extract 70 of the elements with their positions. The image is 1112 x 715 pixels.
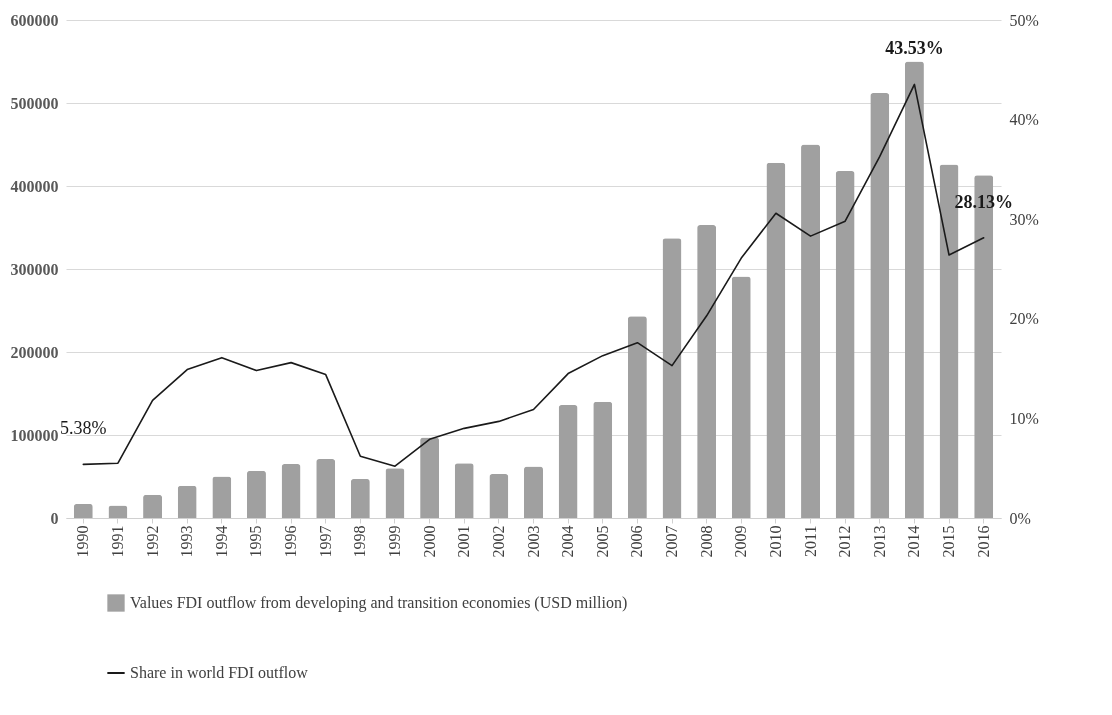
bar: [489, 474, 509, 518]
y2-tick-label: 10%: [1009, 409, 1039, 427]
legend-label: Share in world FDI outflow: [130, 664, 309, 681]
bar: [212, 476, 232, 518]
x-tick-label: 1996: [282, 525, 300, 558]
data-label: 5.38%: [60, 418, 107, 439]
x-tick-label: 1995: [247, 525, 265, 558]
x-tick-label: 2015: [940, 525, 958, 558]
x-tick-label: 2006: [628, 525, 646, 558]
y-tick-label: 500000: [10, 94, 59, 112]
y2-tick-label: 30%: [1009, 210, 1039, 228]
x-tick-label: 2007: [663, 525, 681, 558]
x-tick-label: 1997: [316, 525, 334, 558]
x-tick-label: 1998: [351, 525, 369, 558]
bar: [454, 463, 474, 518]
bar: [143, 494, 163, 518]
x-tick-label: 1994: [212, 525, 230, 558]
bar: [766, 162, 786, 518]
bar: [281, 464, 301, 518]
x-tick-label: 2016: [974, 525, 992, 558]
x-tick-label: 2001: [455, 525, 473, 558]
x-tick-label: 2000: [420, 525, 438, 558]
x-tick-label: 2010: [766, 525, 784, 558]
x-tick-label: 2013: [870, 525, 888, 558]
y-tick-label: 400000: [10, 177, 59, 195]
data-label: 43.53%: [885, 38, 944, 59]
bar: [108, 505, 128, 518]
x-tick-label: 2003: [524, 525, 542, 558]
x-tick-label: 2009: [732, 525, 750, 558]
y2-tick-label: 40%: [1009, 111, 1039, 129]
bar: [904, 61, 924, 518]
data-label: 28.13%: [954, 191, 1013, 212]
y2-tick-label: 0%: [1009, 509, 1031, 527]
bar: [246, 470, 266, 518]
y-tick-label: 0: [50, 509, 59, 527]
x-tick-label: 1991: [108, 525, 126, 558]
bar: [350, 478, 370, 518]
y-tick-label: 200000: [10, 343, 59, 361]
y-tick-label: 600000: [10, 11, 59, 29]
bar: [697, 225, 717, 518]
legend-label: Values FDI outflow from developing and transition economies (USD million): [130, 594, 628, 612]
y2-tick-label: 20%: [1009, 310, 1039, 328]
y2-tick-label: 50%: [1009, 11, 1039, 29]
x-tick-label: 1990: [74, 525, 92, 558]
bar: [420, 437, 440, 518]
bar: [524, 466, 543, 518]
x-tick-label: 2012: [836, 525, 854, 558]
x-tick-label: 1999: [385, 525, 403, 558]
x-tick-label: 2005: [593, 525, 611, 558]
y-tick-label: 300000: [10, 260, 59, 278]
bar: [835, 171, 855, 518]
bar: [627, 316, 647, 518]
bar: [177, 485, 197, 518]
y-tick-label: 100000: [10, 426, 59, 444]
x-tick-label: 1992: [143, 525, 161, 558]
bar: [558, 405, 578, 518]
bar: [593, 401, 613, 518]
bar: [316, 459, 336, 518]
x-tick-label: 2008: [697, 525, 715, 558]
bar: [801, 144, 821, 518]
bar: [731, 276, 751, 518]
bar: [662, 238, 682, 518]
x-tick-label: 2011: [801, 525, 819, 557]
x-tick-label: 2004: [559, 525, 577, 558]
bar: [385, 468, 405, 518]
bar: [870, 93, 890, 518]
x-tick-label: 2014: [905, 525, 923, 558]
bar: [73, 503, 93, 518]
x-tick-label: 1993: [178, 525, 196, 558]
x-tick-label: 2002: [489, 525, 507, 558]
